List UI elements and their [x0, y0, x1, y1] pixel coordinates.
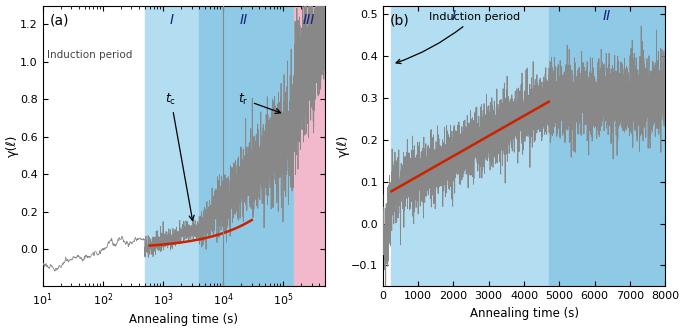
Text: Induction period: Induction period [47, 50, 133, 60]
X-axis label: Annealing time (s): Annealing time (s) [469, 307, 579, 320]
Text: I: I [451, 9, 456, 23]
Bar [392, 6, 549, 287]
Bar [199, 6, 294, 287]
Text: $t_\mathrm{c}$: $t_\mathrm{c}$ [165, 92, 194, 220]
Text: II: II [240, 13, 248, 27]
Text: I: I [170, 13, 174, 27]
Bar [549, 6, 665, 287]
X-axis label: Annealing time (s): Annealing time (s) [129, 313, 238, 326]
Bar [145, 6, 199, 287]
Text: III: III [303, 13, 315, 27]
Text: $t_\mathrm{r}$: $t_\mathrm{r}$ [238, 92, 281, 114]
Bar [294, 6, 325, 287]
Text: Induction period: Induction period [396, 12, 520, 63]
Y-axis label: γ(ℓ): γ(ℓ) [5, 135, 18, 157]
Text: (b): (b) [390, 14, 410, 28]
Text: (a): (a) [49, 14, 69, 28]
Text: II: II [603, 9, 611, 23]
Y-axis label: γ(ℓ): γ(ℓ) [336, 135, 349, 157]
